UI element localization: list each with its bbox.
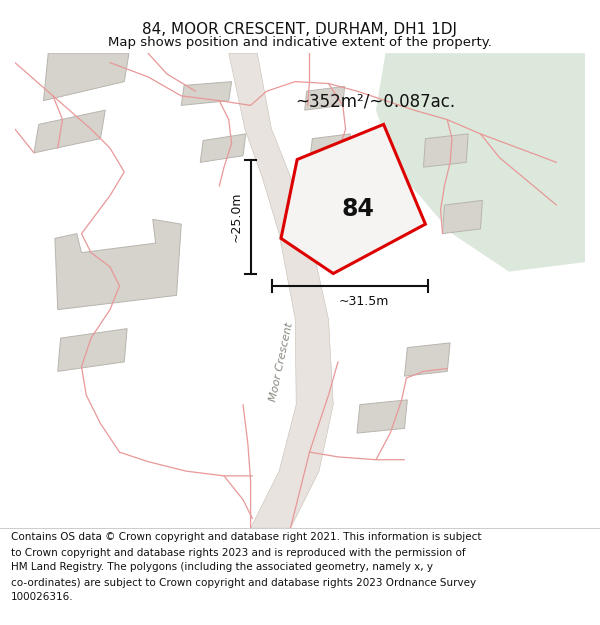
Text: HM Land Registry. The polygons (including the associated geometry, namely x, y: HM Land Registry. The polygons (includin… [11,562,433,572]
Polygon shape [305,86,344,110]
Text: to Crown copyright and database rights 2023 and is reproduced with the permissio: to Crown copyright and database rights 2… [11,548,466,558]
Text: Contains OS data © Crown copyright and database right 2021. This information is : Contains OS data © Crown copyright and d… [11,532,481,542]
Polygon shape [43,53,129,101]
Polygon shape [229,53,333,528]
Text: Map shows position and indicative extent of the property.: Map shows position and indicative extent… [108,36,492,49]
Text: co-ordinates) are subject to Crown copyright and database rights 2023 Ordnance S: co-ordinates) are subject to Crown copyr… [11,578,476,587]
Polygon shape [443,201,482,234]
Text: 84: 84 [342,197,375,221]
Polygon shape [281,124,425,274]
Text: 84, MOOR CRESCENT, DURHAM, DH1 1DJ: 84, MOOR CRESCENT, DURHAM, DH1 1DJ [143,22,458,37]
Polygon shape [310,134,350,162]
Polygon shape [333,177,374,205]
Polygon shape [376,53,585,272]
Polygon shape [329,222,365,248]
Polygon shape [181,82,232,106]
Text: ~31.5m: ~31.5m [339,296,389,308]
Text: ~25.0m: ~25.0m [230,191,243,242]
Text: ~352m²/~0.087ac.: ~352m²/~0.087ac. [295,92,455,110]
Polygon shape [200,134,246,162]
Polygon shape [404,343,450,376]
Text: 100026316.: 100026316. [11,592,73,602]
Polygon shape [34,110,105,153]
Text: Moor Crescent: Moor Crescent [268,321,294,402]
Polygon shape [58,329,127,371]
Polygon shape [357,400,407,433]
Polygon shape [424,134,468,167]
Polygon shape [55,219,181,309]
